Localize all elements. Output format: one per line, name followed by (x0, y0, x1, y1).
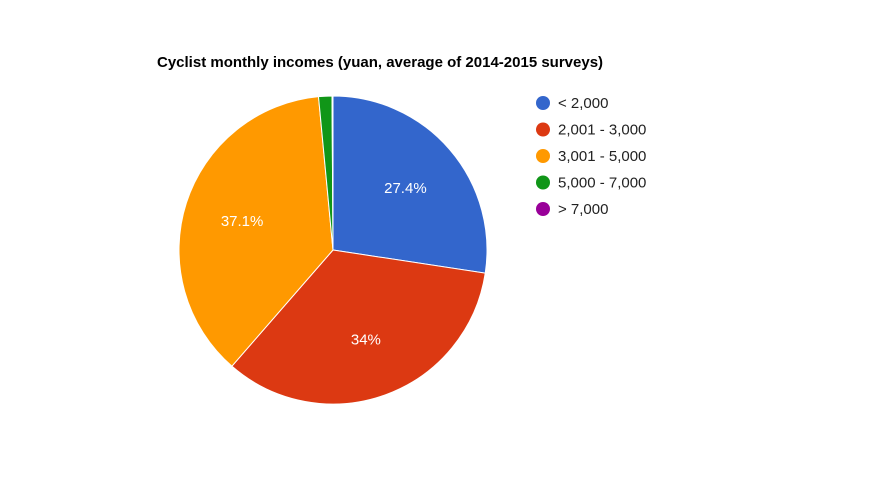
legend-label-1: < 2,000 (558, 95, 608, 112)
slice-label-2: 34% (351, 332, 381, 349)
legend-marker-5 (536, 202, 550, 216)
legend-marker-2 (536, 122, 550, 137)
pie-slice-5[interactable] (331, 95, 334, 251)
legend-label-4: 5,000 - 7,000 (558, 175, 646, 192)
legend-marker-3 (536, 149, 550, 163)
pie-slice-3[interactable] (178, 96, 334, 367)
legend-label-2: 2,001 - 3,000 (558, 122, 646, 139)
legend-marker-4 (536, 175, 550, 190)
legend-label-5: > 7,000 (558, 201, 608, 218)
legend: < 2,000 2,001 - 3,000 3,001 - 5,000 5,000 -… (536, 95, 646, 218)
legend-item-1[interactable]: < 2,000 (536, 95, 608, 112)
legend-item-3[interactable]: 3,001 - 5,000 (536, 148, 646, 165)
slice-label-3: 37.1% (221, 213, 264, 230)
legend-item-5[interactable]: > 7,000 (536, 201, 608, 218)
pie-slice-labels: 27.4% 34% 37.1% (221, 180, 427, 349)
pie-slice-1[interactable] (332, 95, 488, 274)
legend-marker-1 (536, 96, 550, 110)
pie-slices (178, 95, 488, 405)
pie-slice-2[interactable] (231, 249, 486, 405)
slice-label-1: 27.4% (384, 180, 427, 197)
legend-item-2[interactable]: 2,001 - 3,000 (536, 122, 646, 139)
chart-title: Cyclist monthly incomes (yuan, average o… (157, 54, 603, 71)
legend-label-3: 3,001 - 5,000 (558, 148, 646, 165)
legend-item-4[interactable]: 5,000 - 7,000 (536, 175, 646, 192)
